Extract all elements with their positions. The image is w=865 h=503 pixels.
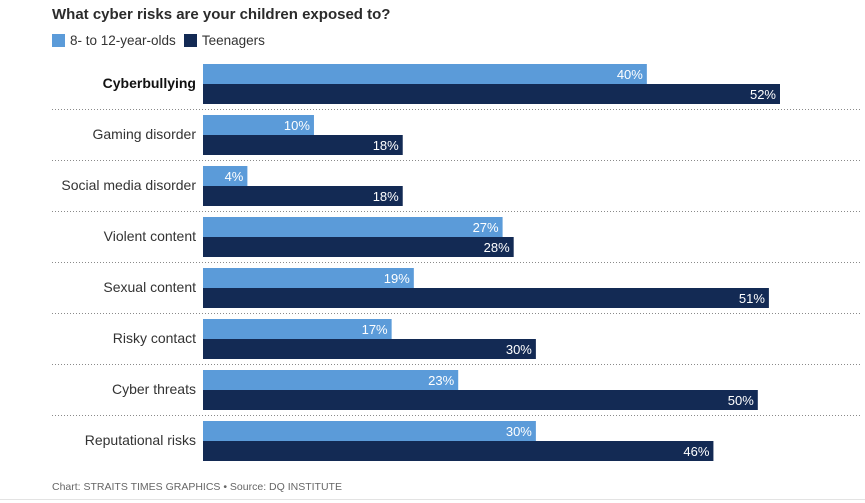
bar-chart: Cyberbullying 40% 52% Gaming disorder 10% 18%… [52,64,860,461]
legend-item-teens: Teenagers [183,33,265,48]
legend-item-kids: 8- to 12-year-olds [52,33,176,48]
bar-label-teens-gaming-disorder: 18% [373,138,399,153]
bar-label-kids-risky-contact: 17% [362,322,388,337]
bar-label-kids-cyberbullying: 40% [617,67,643,82]
bottom-rule [0,499,865,500]
legend: 8- to 12-year-olds Teenagers [52,33,273,48]
bar-kids-cyber-threats [203,370,459,390]
bar-kids-gaming-disorder [203,115,314,135]
bar-kids-reputational-risks [203,421,536,441]
bar-teens-risky-contact [203,339,536,359]
bar-label-teens-cyber-threats: 50% [728,393,754,408]
bar-kids-risky-contact [203,319,392,339]
bar-label-teens-risky-contact: 30% [506,342,532,357]
bar-teens-sexual-content [203,288,769,308]
bar-teens-reputational-risks [203,441,714,461]
category-label-social-media-disorder: Social media disorder [61,177,196,193]
bar-teens-cyberbullying [203,84,780,104]
bar-label-teens-social-media-disorder: 18% [373,189,399,204]
bar-kids-social-media-disorder [203,166,248,186]
category-label-risky-contact: Risky contact [113,330,196,346]
legend-swatch-kids [52,34,65,47]
bar-label-kids-sexual-content: 19% [384,271,410,286]
bar-kids-violent-content [203,217,503,237]
legend-label-teens: Teenagers [201,33,265,48]
bar-teens-gaming-disorder [203,135,403,155]
bar-label-teens-violent-content: 28% [484,240,510,255]
chart-title: What cyber risks are your children expos… [52,6,391,23]
bar-teens-social-media-disorder [203,186,403,206]
category-label-gaming-disorder: Gaming disorder [93,126,197,142]
bar-label-teens-cyberbullying: 52% [750,87,776,102]
bar-label-kids-gaming-disorder: 10% [284,118,310,133]
bar-kids-sexual-content [203,268,414,288]
bar-kids-cyberbullying [203,64,647,84]
category-label-sexual-content: Sexual content [103,279,196,295]
category-label-cyber-threats: Cyber threats [112,381,196,397]
category-label-cyberbullying: Cyberbullying [103,75,196,91]
bar-label-kids-violent-content: 27% [473,220,499,235]
bar-label-teens-reputational-risks: 46% [683,444,709,459]
legend-swatch-teens [183,34,197,47]
bar-label-teens-sexual-content: 51% [739,291,765,306]
category-label-violent-content: Violent content [104,228,196,244]
source-note: Chart: STRAITS TIMES GRAPHICS • Source: … [52,481,342,493]
bar-teens-violent-content [203,237,514,257]
bar-label-kids-cyber-threats: 23% [428,373,454,388]
bar-label-kids-reputational-risks: 30% [506,424,532,439]
bar-teens-cyber-threats [203,390,758,410]
category-label-reputational-risks: Reputational risks [85,432,196,448]
bar-label-kids-social-media-disorder: 4% [225,169,244,184]
legend-label-kids: 8- to 12-year-olds [70,33,176,48]
